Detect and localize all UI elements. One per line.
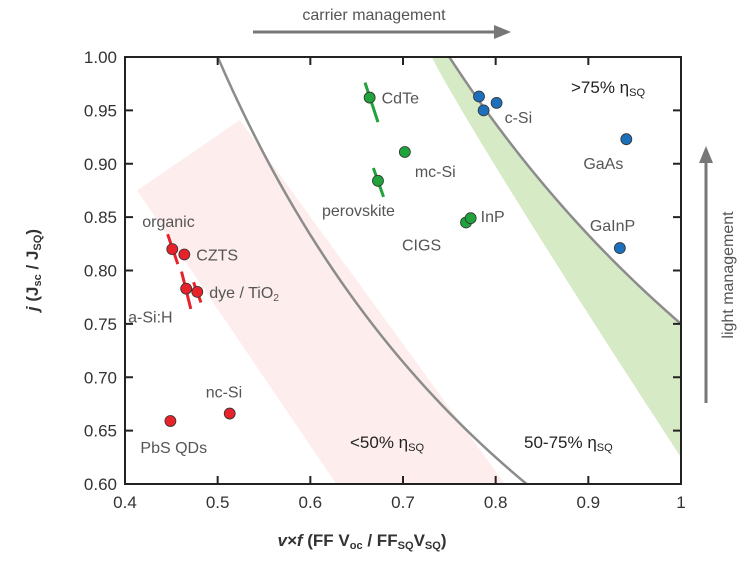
point-label: GaAs — [583, 156, 623, 173]
region-label-0: <50% ηSQ — [350, 433, 425, 454]
efficiency-curve-0 — [216, 57, 529, 484]
data-point-blue — [620, 133, 633, 146]
data-point-red — [223, 407, 236, 420]
data-point-green — [464, 212, 477, 225]
y-tick-label: 0.75 — [84, 315, 117, 334]
y-tick-label: 0.70 — [84, 368, 117, 387]
x-tick-label: 1 — [676, 493, 685, 512]
point-label: perovskite — [322, 203, 395, 220]
y-tick-label: 1.00 — [84, 48, 117, 67]
y-tick-label: 0.60 — [84, 475, 117, 494]
x-tick-label: 0.4 — [113, 493, 137, 512]
point-label: PbS QDs — [140, 440, 207, 457]
x-tick-label: 0.6 — [299, 493, 323, 512]
point-label: CIGS — [402, 237, 441, 254]
data-point-red — [191, 285, 204, 298]
light-arrow-head — [699, 146, 713, 163]
pink-band — [137, 119, 505, 484]
y-tick-label: 0.90 — [84, 155, 117, 174]
point-label: dye / TiO2 — [209, 285, 279, 304]
data-point-blue — [613, 242, 626, 254]
carrier-arrow-head — [494, 25, 511, 39]
data-point-blue — [477, 104, 490, 117]
point-label: CZTS — [196, 247, 238, 264]
data-point-red — [166, 243, 179, 256]
point-label: mc-Si — [415, 164, 456, 181]
y-tick-label: 0.80 — [84, 262, 117, 281]
data-point-red — [164, 415, 177, 427]
y-tick-label: 0.95 — [84, 101, 117, 120]
point-label: a-Si:H — [128, 310, 172, 327]
green-band — [431, 57, 681, 458]
point-label: CdTe — [382, 91, 419, 108]
x-tick-label: 0.5 — [206, 493, 230, 512]
y-tick-label: 0.65 — [84, 422, 117, 441]
data-point-green — [398, 146, 411, 158]
data-point-red — [180, 282, 193, 295]
x-axis-title: v×f (FF Voc / FFSQVSQ) — [277, 531, 446, 552]
carrier-management-label: carrier management — [302, 7, 446, 24]
light-management-label: light management — [720, 211, 737, 339]
x-tick-label: 0.7 — [391, 493, 415, 512]
point-label: GaInP — [590, 218, 635, 235]
data-point-green — [363, 91, 376, 104]
y-axis-title: j (Jsc / JSQ) — [23, 229, 44, 313]
x-tick-label: 0.8 — [484, 493, 508, 512]
data-point-blue — [473, 90, 485, 103]
point-label: organic — [142, 214, 194, 231]
x-tick-label: 0.9 — [577, 493, 601, 512]
region-label-1: 50-75% ηSQ — [524, 433, 613, 454]
region-label-2: >75% ηSQ — [571, 78, 646, 99]
data-point-green — [372, 174, 384, 187]
y-tick-label: 0.85 — [84, 208, 117, 227]
point-label: c-Si — [505, 110, 533, 127]
plot-area — [137, 57, 681, 484]
point-label: InP — [481, 209, 505, 226]
point-label: nc-Si — [206, 385, 242, 402]
data-point-blue — [490, 97, 503, 109]
data-point-red — [178, 248, 191, 261]
